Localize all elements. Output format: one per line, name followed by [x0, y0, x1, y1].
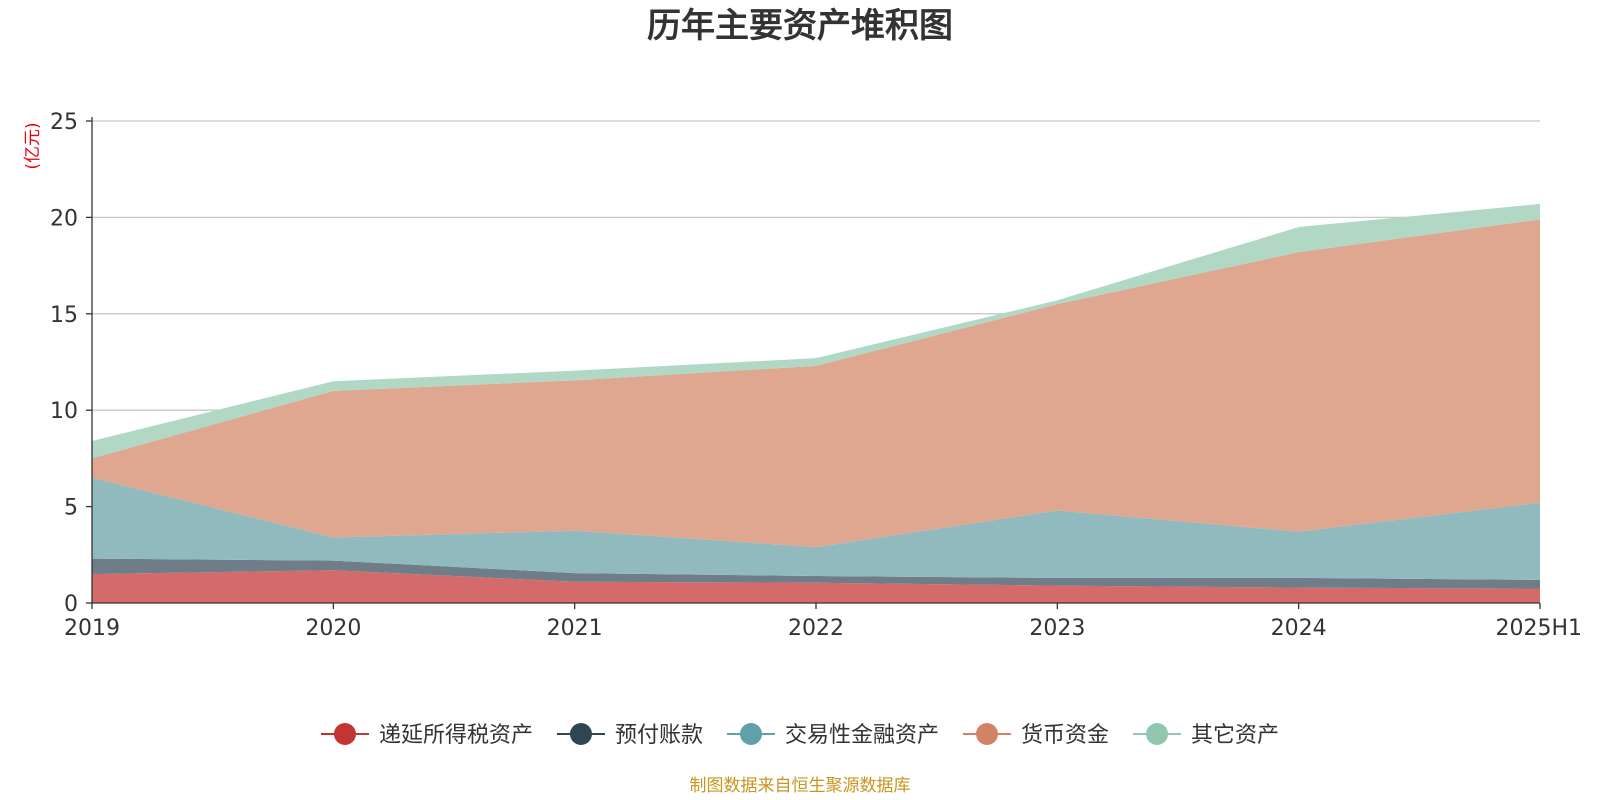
y-tick-label: 5: [64, 496, 78, 521]
area-series-2: [92, 477, 1540, 580]
legend-marker: [976, 723, 999, 745]
y-tick-label: 15: [50, 303, 78, 328]
y-axis-unit: (亿元): [23, 122, 43, 169]
y-tick-label: 10: [50, 399, 78, 424]
legend-label: 递延所得税资产: [379, 723, 533, 748]
area-series-0: [92, 570, 1540, 603]
y-tick-label: 25: [50, 110, 78, 135]
legend-label: 预付账款: [615, 723, 703, 748]
area-series-1: [92, 558, 1540, 589]
x-tick-label: 2025H1: [1495, 616, 1582, 641]
legend-marker: [739, 723, 762, 745]
x-tick-label: 2021: [547, 616, 603, 641]
source-note: 制图数据来自恒生聚源数据库: [690, 776, 911, 796]
legend-item-0[interactable]: 递延所得税资产: [320, 723, 533, 748]
legend-item-3[interactable]: 货币资金: [963, 723, 1109, 748]
legend-label: 交易性金融资产: [785, 723, 939, 748]
area-series-4: [92, 203, 1540, 459]
legend[interactable]: 递延所得税资产 预付账款 交易性金融资产 货币资金 其它资产: [320, 723, 1279, 748]
chart-title: 历年主要资产堆积图: [647, 6, 953, 46]
legend-item-2[interactable]: 交易性金融资产: [726, 723, 939, 748]
legend-label: 其它资产: [1191, 723, 1279, 748]
x-tick-label: 2022: [788, 616, 844, 641]
area-series-3: [92, 219, 1540, 548]
x-tick-label: 2020: [305, 616, 361, 641]
y-tick-label: 20: [50, 206, 78, 231]
legend-marker: [569, 723, 592, 745]
legend-item-4[interactable]: 其它资产: [1133, 723, 1279, 748]
legend-label: 货币资金: [1021, 723, 1109, 748]
x-tick-label: 2024: [1271, 616, 1327, 641]
legend-marker: [333, 723, 356, 745]
x-tick-label: 2023: [1029, 616, 1085, 641]
stacked-areas: [92, 203, 1540, 603]
legend-marker: [1146, 723, 1169, 745]
legend-item-1[interactable]: 预付账款: [556, 723, 703, 748]
x-tick-label: 2019: [64, 616, 120, 641]
y-tick-label: 0: [64, 592, 78, 617]
axes: 0 5 10 15 20 25 2019 2020 2021 2022 2023 2024 2025H1: [50, 110, 1582, 641]
